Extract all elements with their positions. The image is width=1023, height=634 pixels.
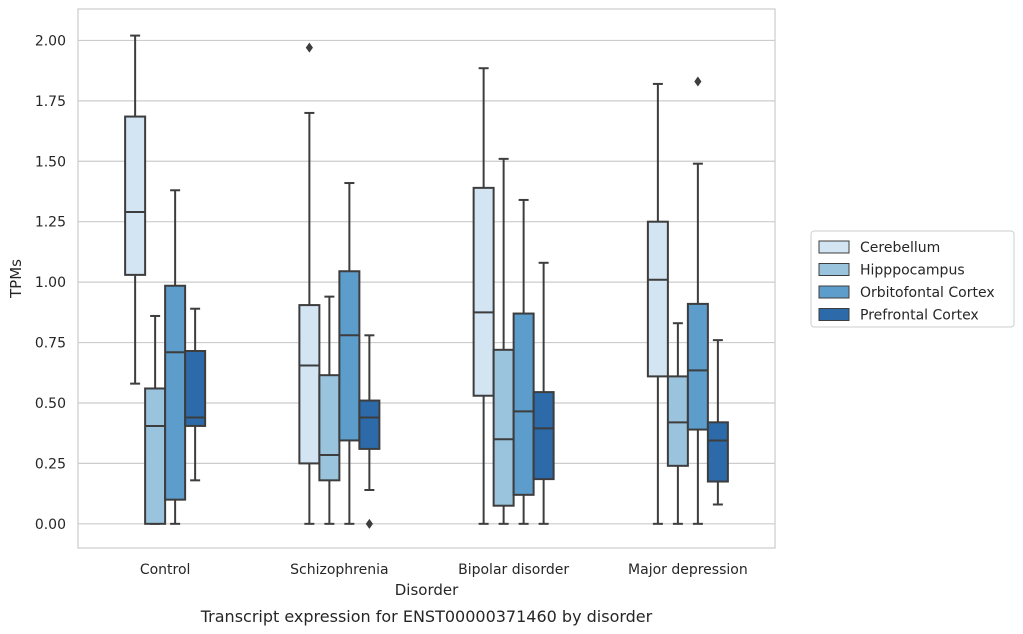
box-prefrontal-cortex bbox=[532, 261, 555, 525]
y-tick-label: 2.00 bbox=[35, 33, 66, 49]
box-body bbox=[124, 115, 147, 276]
x-tick-label: Bipolar disorder bbox=[458, 562, 569, 578]
box-body bbox=[666, 375, 689, 467]
y-tick-label: 0.25 bbox=[35, 456, 66, 472]
box-body bbox=[318, 374, 341, 482]
legend-label: Cerebellum bbox=[860, 240, 940, 256]
box-body bbox=[706, 421, 729, 483]
box-body bbox=[686, 302, 709, 431]
legend-label: Prefrontal Cortex bbox=[860, 308, 979, 324]
box-prefrontal-cortex bbox=[184, 307, 207, 482]
x-tick-label: Schizophrenia bbox=[290, 562, 388, 578]
box-hipppocampus bbox=[492, 157, 515, 525]
plot-area-frame bbox=[77, 8, 776, 549]
x-axis-label: Disorder bbox=[395, 581, 459, 599]
y-tick-label: 0.00 bbox=[35, 517, 66, 533]
box-cerebellum bbox=[124, 34, 147, 385]
box-body bbox=[532, 391, 555, 481]
box-prefrontal-cortex bbox=[706, 339, 729, 506]
y-tick-label: 1.00 bbox=[35, 275, 66, 291]
y-axis-label: TPMs bbox=[7, 259, 25, 299]
box-body bbox=[646, 220, 669, 378]
box-body bbox=[298, 304, 321, 465]
outlier-point bbox=[365, 518, 373, 529]
box-body bbox=[164, 284, 187, 501]
box-body bbox=[144, 387, 167, 525]
box-orbitofontal-cortex bbox=[512, 198, 535, 525]
legend: Cerebellum Hipppocampus Orbitofontal Corte… bbox=[810, 230, 1015, 328]
box-cerebellum bbox=[646, 82, 669, 525]
legend-swatch bbox=[818, 263, 850, 276]
box-series bbox=[124, 34, 729, 529]
box-body bbox=[512, 312, 535, 496]
box-body bbox=[184, 350, 207, 427]
legend-label: Hipppocampus bbox=[860, 263, 965, 279]
box-orbitofontal-cortex bbox=[686, 76, 709, 525]
box-prefrontal-cortex bbox=[358, 334, 381, 529]
box-cerebellum bbox=[298, 42, 321, 525]
legend-swatch bbox=[818, 285, 850, 299]
y-tick-label: 0.50 bbox=[35, 396, 66, 412]
y-axis-ticks: 0.00 0.25 0.50 0.75 1.00 1.25 1.50 1.75 2.00 bbox=[35, 33, 66, 532]
chart-caption: Transcript expression for ENST0000037146… bbox=[200, 607, 653, 626]
x-tick-label: Control bbox=[140, 562, 191, 578]
box-body bbox=[358, 399, 381, 450]
y-tick-label: 1.75 bbox=[35, 94, 66, 110]
box-hipppocampus bbox=[666, 322, 689, 525]
legend-label: Orbitofontal Cortex bbox=[860, 285, 995, 301]
outlier-point bbox=[694, 76, 702, 87]
box-body bbox=[492, 348, 515, 507]
legend-swatch bbox=[818, 308, 850, 321]
box-hipppocampus bbox=[144, 314, 167, 525]
y-tick-label: 1.50 bbox=[35, 154, 66, 170]
box-body bbox=[338, 270, 361, 442]
x-axis-ticks: Control Schizophrenia Bipolar disorder Majo… bbox=[140, 562, 748, 578]
legend-swatch bbox=[818, 240, 850, 254]
box-hipppocampus bbox=[318, 295, 341, 525]
legend-frame bbox=[810, 230, 1015, 328]
y-tick-label: 0.75 bbox=[35, 336, 66, 352]
box-cerebellum bbox=[472, 67, 495, 525]
outlier-point bbox=[305, 42, 313, 53]
box-body bbox=[472, 186, 495, 397]
y-tick-label: 1.25 bbox=[35, 215, 66, 231]
x-tick-label: Major depression bbox=[628, 562, 748, 578]
box-orbitofontal-cortex bbox=[338, 182, 361, 525]
box-orbitofontal-cortex bbox=[164, 189, 187, 525]
